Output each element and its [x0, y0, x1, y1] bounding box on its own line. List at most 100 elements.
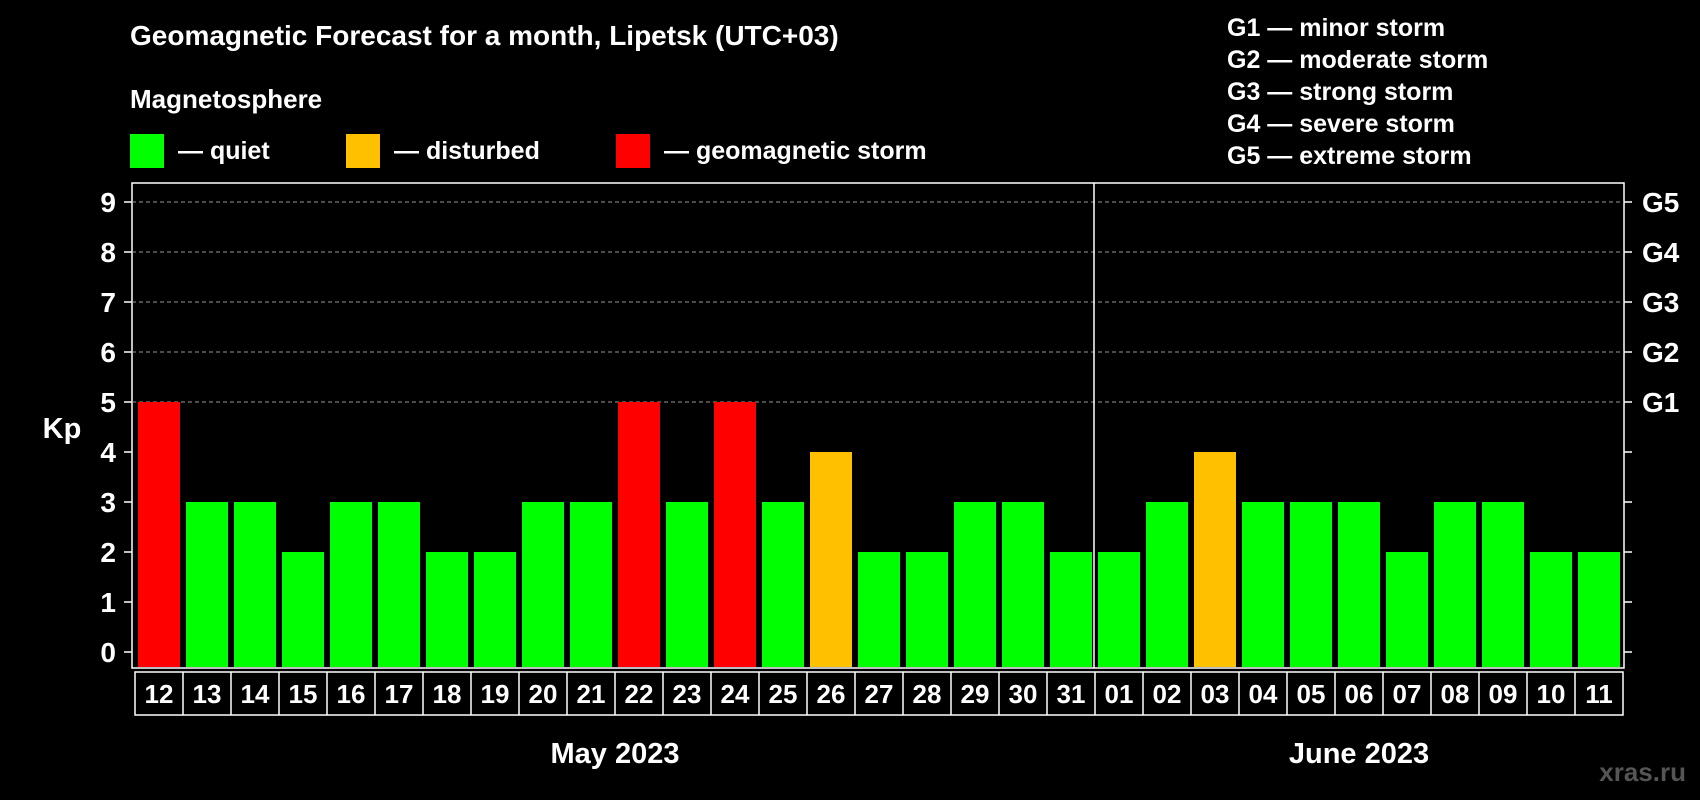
x-tick-label: 09 [1489, 679, 1518, 709]
x-tick-label: 08 [1441, 679, 1470, 709]
bar [1530, 552, 1572, 667]
x-tick-label: 14 [241, 679, 270, 709]
chart-title: Geomagnetic Forecast for a month, Lipets… [130, 20, 839, 51]
legend-label-quiet: — quiet [178, 136, 270, 165]
bar [570, 502, 612, 667]
legend-label-storm: — geomagnetic storm [664, 136, 927, 165]
y-tick-label: 9 [100, 187, 116, 218]
right-axis-label: G2 [1642, 337, 1679, 368]
bar [1002, 502, 1044, 667]
bar [378, 502, 420, 667]
x-tick-label: 26 [817, 679, 846, 709]
bar [522, 502, 564, 667]
x-tick-label: 17 [385, 679, 414, 709]
right-axis-label: G5 [1642, 187, 1679, 218]
x-tick-label: 11 [1585, 679, 1613, 709]
bar [618, 402, 660, 667]
disturbed-swatch [346, 134, 380, 168]
y-tick-label: 8 [100, 237, 116, 268]
x-tick-label: 23 [673, 679, 702, 709]
category-box [134, 671, 1624, 716]
x-tick-label: 16 [337, 679, 366, 709]
x-tick-label: 19 [481, 679, 510, 709]
x-tick-label: 01 [1105, 679, 1134, 709]
y-tick-label: 4 [100, 437, 116, 468]
bar [330, 502, 372, 667]
bar [1194, 452, 1236, 667]
bar [1290, 502, 1332, 667]
x-tick-label: 18 [433, 679, 462, 709]
month-label: June 2023 [1289, 738, 1429, 770]
y-tick-label: 0 [100, 637, 116, 668]
y-tick-label: 2 [100, 537, 116, 568]
bar [810, 452, 852, 667]
x-tick-label: 21 [577, 679, 606, 709]
bar [1146, 502, 1188, 667]
bar [1098, 552, 1140, 667]
bar [426, 552, 468, 667]
bar [762, 502, 804, 667]
bar [1050, 552, 1092, 667]
storm-swatch [616, 134, 650, 168]
y-tick-label: 6 [100, 337, 116, 368]
legend-heading: Magnetosphere [130, 84, 323, 114]
right-axis-label: G4 [1642, 237, 1680, 268]
plot-frame [131, 182, 1625, 669]
quiet-swatch [130, 134, 164, 168]
bar [282, 552, 324, 667]
bar [474, 552, 516, 667]
month-label: May 2023 [551, 738, 680, 770]
x-tick-label: 05 [1297, 679, 1326, 709]
x-tick-label: 04 [1249, 679, 1278, 709]
bar [858, 552, 900, 667]
x-tick-label: 27 [865, 679, 894, 709]
x-tick-label: 28 [913, 679, 942, 709]
bar [1386, 552, 1428, 667]
bar [906, 552, 948, 667]
storm-scale-g1: G1 — minor storm [1227, 14, 1446, 42]
bar [666, 502, 708, 667]
x-tick-label: 10 [1537, 679, 1566, 709]
bar [1338, 502, 1380, 667]
x-tick-label: 13 [193, 679, 222, 709]
x-tick-label: 15 [289, 679, 318, 709]
bar [1242, 502, 1284, 667]
legend-item-disturbed: — disturbed [346, 134, 540, 168]
y-tick-label: 3 [100, 487, 116, 518]
storm-scale-g4: G4 — severe storm [1227, 110, 1455, 138]
x-tick-label: 20 [529, 679, 558, 709]
bar [954, 502, 996, 667]
storm-scale-legend: G1 — minor storm G2 — moderate storm G3 … [1227, 12, 1488, 172]
bar [1482, 502, 1524, 667]
bar [186, 502, 228, 667]
y-axis-label: Kp [43, 413, 82, 445]
bar [234, 502, 276, 667]
x-tick-label: 12 [145, 679, 174, 709]
bar [138, 402, 180, 667]
storm-scale-g2: G2 — moderate storm [1227, 46, 1489, 74]
x-tick-label: 24 [721, 679, 750, 709]
x-tick-label: 06 [1345, 679, 1374, 709]
bar [1578, 552, 1620, 667]
x-tick-label: 22 [625, 679, 654, 709]
bar [1434, 502, 1476, 667]
legend-item-quiet: — quiet [130, 134, 270, 168]
storm-scale-g5: G5 — extreme storm [1227, 142, 1472, 170]
x-tick-label: 03 [1201, 679, 1230, 709]
y-tick-label: 7 [100, 287, 116, 318]
y-tick-label: 1 [100, 587, 116, 618]
storm-scale-g3: G3 — strong storm [1227, 78, 1454, 106]
x-tick-label: 07 [1393, 679, 1422, 709]
watermark: xras.ru [1599, 757, 1686, 787]
x-tick-label: 02 [1153, 679, 1182, 709]
x-tick-label: 31 [1057, 679, 1086, 709]
bar [714, 402, 756, 667]
right-axis-label: G3 [1642, 287, 1679, 318]
x-tick-label: 29 [961, 679, 990, 709]
right-axis-label: G1 [1642, 387, 1679, 418]
x-tick-label: 25 [769, 679, 798, 709]
y-tick-label: 5 [100, 387, 116, 418]
x-tick-label: 30 [1009, 679, 1038, 709]
legend-item-storm: — geomagnetic storm [616, 134, 927, 168]
